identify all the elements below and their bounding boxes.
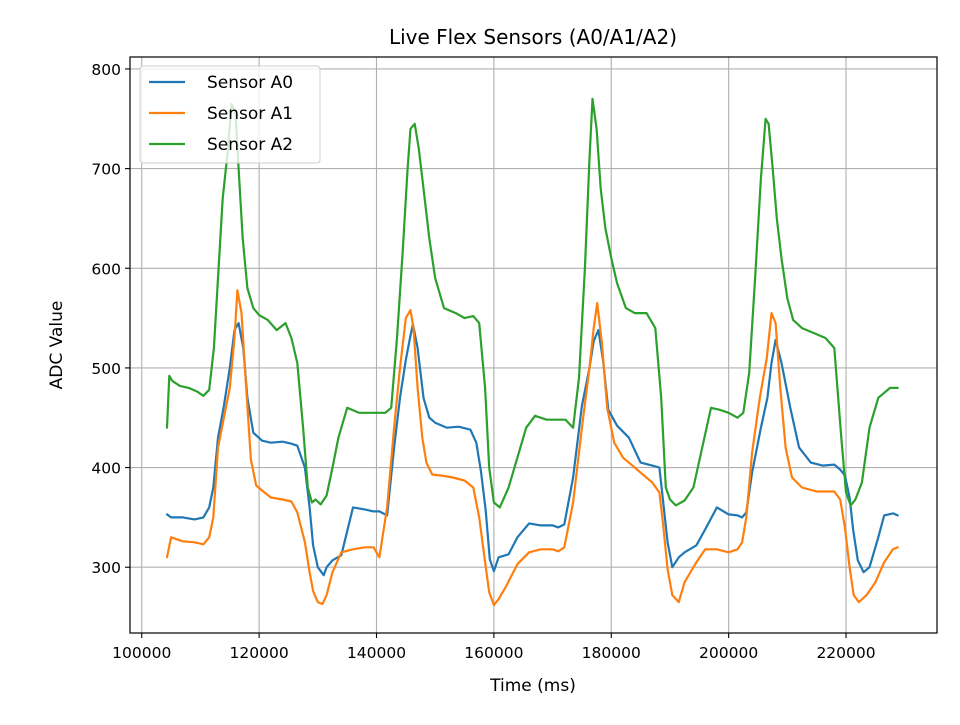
- x-tick-label: 120000: [230, 644, 289, 662]
- x-tick-label: 200000: [699, 644, 758, 662]
- axis-ticks: 100000 120000 140000 160000 180000 200000 2200…: [91, 61, 875, 662]
- legend-label: Sensor A2: [207, 135, 293, 155]
- x-tick-label: 100000: [112, 644, 171, 662]
- y-tick-label: 700: [91, 161, 121, 179]
- y-tick-label: 300: [91, 559, 121, 577]
- series-lines: [165, 97, 899, 607]
- x-tick-label: 180000: [582, 644, 641, 662]
- legend-label: Sensor A0: [207, 73, 293, 93]
- plot-frame: [129, 56, 938, 634]
- series-line-sensor-a0: [165, 322, 899, 577]
- y-axis-label: ADC Value: [47, 301, 67, 390]
- legend: Sensor A0 Sensor A1 Sensor A2: [139, 65, 321, 164]
- legend-label: Sensor A1: [207, 104, 293, 124]
- y-tick-label: 500: [91, 360, 121, 378]
- grid: [130, 57, 937, 633]
- legend-box: [139, 65, 321, 164]
- chart-title: Live Flex Sensors (A0/A1/A2): [389, 25, 677, 49]
- x-tick-label: 220000: [816, 644, 875, 662]
- y-tick-label: 400: [91, 460, 121, 478]
- y-tick-label: 800: [91, 61, 121, 79]
- series-line-sensor-a2: [165, 97, 899, 509]
- series-line-sensor-a1: [165, 289, 899, 607]
- x-axis-label: Time (ms): [489, 676, 576, 696]
- y-tick-label: 600: [91, 260, 121, 278]
- x-tick-label: 140000: [347, 644, 406, 662]
- x-tick-label: 160000: [464, 644, 523, 662]
